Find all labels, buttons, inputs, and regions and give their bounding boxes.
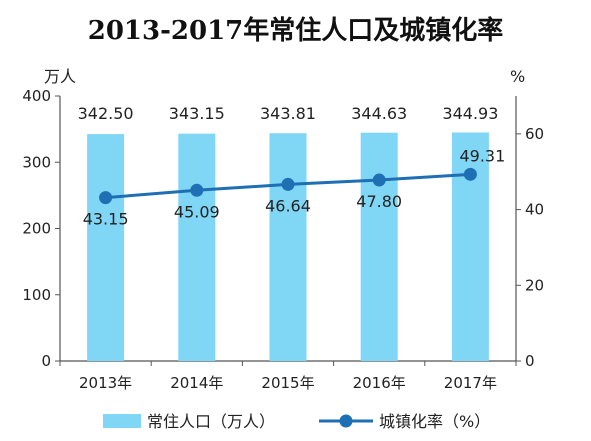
right-axis-unit: % [510, 67, 525, 86]
legend-line-label: 城镇化率（%） [379, 412, 490, 431]
bar [451, 132, 489, 361]
bar [87, 134, 125, 361]
right-tick-label: 60 [525, 125, 544, 143]
left-tick-label: 300 [22, 153, 51, 171]
chart-title: 2013-2017年常住人口及城镇化率 [87, 16, 504, 46]
line-data-label: 47.80 [356, 192, 402, 211]
x-tick-label: 2013年 [79, 374, 132, 392]
line-data-label: 45.09 [174, 202, 220, 221]
left-tick-label: 100 [22, 286, 51, 304]
line-series: 43.15 45.09 46.64 47.80 49.31 [83, 146, 506, 228]
right-tick-label: 0 [525, 352, 535, 370]
legend-bar-swatch [103, 414, 141, 428]
bar-data-label: 344.93 [442, 104, 498, 123]
line-data-label: 43.15 [83, 210, 129, 229]
axes: 0 100 200 300 400 0 20 40 60 2013年 2014年 2015年 2016年… [22, 87, 544, 392]
bar-data-label: 344.63 [351, 104, 407, 123]
right-tick-label: 40 [525, 201, 544, 219]
line-point [190, 183, 204, 197]
line-point [463, 167, 477, 181]
line-data-label: 46.64 [265, 196, 311, 215]
left-tick-label: 0 [41, 352, 51, 370]
x-tick-label: 2017年 [444, 374, 497, 392]
line-point [99, 191, 113, 205]
bar [269, 133, 307, 361]
bar [178, 133, 216, 361]
bar-data-label: 343.81 [260, 104, 316, 123]
x-tick-label: 2016年 [353, 374, 406, 392]
bars: 342.50 343.15 343.81 344.63 344.93 [78, 104, 498, 361]
x-tick-label: 2015年 [261, 374, 314, 392]
line-point [372, 173, 386, 187]
legend-line-marker [339, 414, 353, 428]
left-axis-unit: 万人 [44, 67, 76, 86]
line-point [281, 177, 295, 191]
bar [360, 132, 398, 361]
left-tick-label: 200 [22, 220, 51, 238]
bar-data-label: 342.50 [78, 104, 134, 123]
left-tick-label: 400 [22, 87, 51, 105]
legend-bar-label: 常住人口（万人） [147, 412, 275, 431]
line-data-label: 49.31 [459, 146, 505, 165]
right-tick-label: 20 [525, 276, 544, 294]
bar-data-label: 343.15 [169, 104, 225, 123]
legend: 常住人口（万人） 城镇化率（%） [103, 412, 490, 431]
x-tick-label: 2014年 [170, 374, 223, 392]
